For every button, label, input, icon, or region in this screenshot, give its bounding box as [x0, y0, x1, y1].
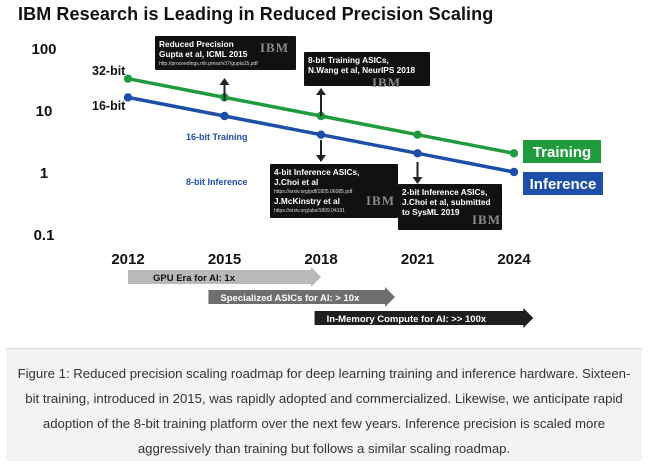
x-tick-label: 2015 [208, 251, 241, 268]
y-tick-label: 1 [40, 165, 48, 182]
ibm-logo-icon: IBM [372, 75, 401, 90]
x-tick-label: 2018 [304, 251, 337, 268]
page-title: IBM Research is Leading in Reduced Preci… [18, 4, 494, 24]
y-tick-label: 10 [36, 103, 53, 120]
data-point-inference [509, 167, 519, 177]
legend-label-inference: Inference [530, 176, 597, 193]
era-label-0: GPU Era for AI: 1x [153, 273, 236, 284]
x-tick-label: 2012 [111, 251, 144, 268]
annotation-text: Reduced Precision [159, 39, 234, 49]
annotation-text: to SysML 2019 [402, 207, 460, 217]
annotation-text: J.Choi et al [274, 177, 318, 187]
annotation-url: https://arxiv.org/abs/1809.04191 [274, 208, 345, 214]
annotation-url: http://proceedings.mlr.press/v37/gupta15… [159, 61, 258, 67]
figure-caption-box: Figure 1: Reduced precision scaling road… [6, 348, 642, 461]
data-point-inference [220, 111, 229, 121]
y-tick-label: 100 [31, 41, 56, 58]
era-arrow-2 [314, 308, 534, 328]
annotation-wang-2018: 8-bit Training ASICs,N.Wang et al, NeurI… [304, 52, 430, 90]
annotation-choi-sysml-2019: 2-bit Inference ASICs,J.Choi et al, subm… [398, 184, 502, 230]
data-point-training [316, 111, 326, 121]
x-tick-label: 2024 [497, 251, 531, 268]
data-point-training [123, 74, 133, 83]
inline-label-8bit-inference: 8-bit Inference [186, 177, 248, 187]
annotation-text: 4-bit Inference ASICs, [274, 167, 359, 177]
era-label-2: In-Memory Compute for AI: >> 100x [327, 314, 487, 325]
ibm-logo-icon: IBM [472, 212, 501, 227]
inline-label-16bit-training: 16-bit Training [186, 132, 248, 142]
annotation-url: https://arxiv.org/pdf/1805.06085.pdf [274, 189, 353, 195]
era-arrow-1 [208, 287, 395, 307]
arrow-2018-down-head [316, 155, 326, 162]
annotation-text: 2-bit Inference ASICs, [402, 187, 487, 197]
annotation-text: Gupta et al, ICML 2015 [159, 49, 248, 59]
data-point-training [509, 149, 519, 158]
annotation-wang-2018-bg [304, 52, 430, 86]
x-tick-label: 2021 [401, 251, 434, 268]
annotation-choi-mckinstry-bg [270, 164, 398, 218]
arrow-2018-up-head [316, 88, 326, 95]
legend-label-training: Training [533, 144, 591, 161]
legend-box-training [523, 140, 601, 163]
line-label-32bit: 32-bit [92, 64, 126, 78]
annotation-text: 8-bit Training ASICs, [308, 55, 389, 65]
annotation-gupta-2015-bg [155, 36, 296, 70]
ibm-logo-icon: IBM [366, 193, 395, 208]
annotation-text: J.McKinstry et al [274, 196, 340, 206]
annotation-choi-sysml-2019-bg [398, 184, 502, 230]
data-point-inference [316, 130, 326, 139]
data-point-inference [413, 149, 422, 158]
ibm-logo-icon: IBM [260, 40, 289, 55]
figure-caption: Figure 1: Reduced precision scaling road… [17, 366, 631, 456]
arrow-2021-down-head [412, 177, 423, 184]
chart: 100 10 1 0.1 2012 2015 2018 2021 2024 Training Inf… [31, 36, 603, 328]
data-point-training [413, 130, 422, 139]
annotation-choi-mckinstry: 4-bit Inference ASICs,J.Choi et al https:… [270, 164, 398, 218]
line-label-16bit: 16-bit [92, 99, 126, 113]
era-label-1: Specialized ASICs for AI: > 10x [220, 293, 360, 304]
arrow-2015-up-head [219, 78, 230, 85]
y-tick-label: 0.1 [34, 227, 55, 244]
data-point-inference [123, 93, 133, 102]
annotation-text: J.Choi et al, submitted [402, 197, 491, 207]
era-arrow-0 [128, 267, 321, 287]
legend-box-inference [523, 172, 603, 195]
annotation-text: N.Wang et al, NeurIPS 2018 [308, 65, 416, 75]
